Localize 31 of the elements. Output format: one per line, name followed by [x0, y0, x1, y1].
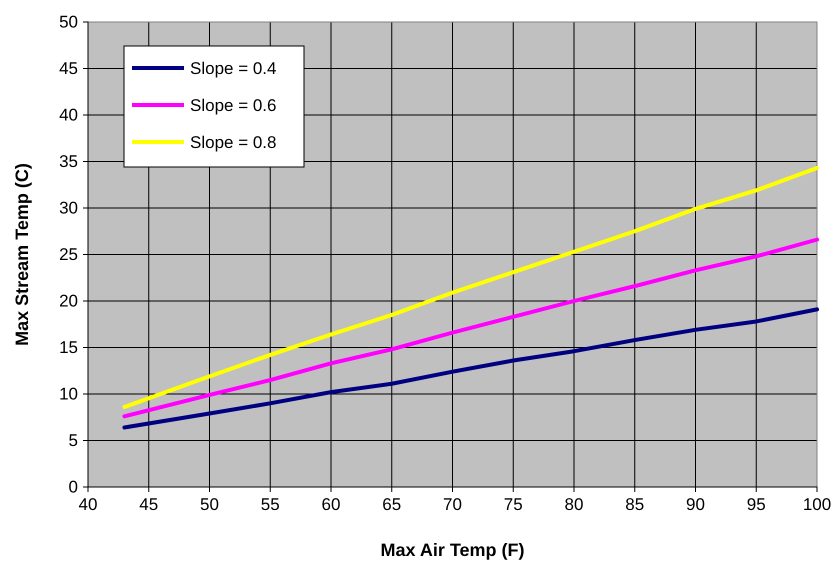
line-series: [122, 166, 819, 410]
legend-label: Slope = 0.4: [190, 59, 276, 78]
legend-label: Slope = 0.8: [190, 133, 276, 152]
x-axis-title: Max Air Temp (F): [380, 540, 525, 560]
y-tick-label: 5: [68, 430, 78, 450]
y-tick-label: 20: [59, 291, 78, 310]
y-tick-label: 0: [68, 477, 78, 496]
x-tick-label: 90: [686, 495, 705, 514]
x-tick-label: 55: [260, 495, 280, 514]
x-tick-label: 85: [625, 495, 644, 514]
y-tick-label: 35: [59, 152, 78, 171]
line-series: [122, 307, 819, 430]
x-tick-label: 45: [139, 495, 158, 514]
x-tick-label: 65: [382, 495, 402, 514]
y-axis-title: Max Stream Temp (C): [12, 163, 32, 346]
y-tick-label: 45: [59, 58, 78, 78]
y-tick-label: 40: [59, 105, 78, 124]
line-series: [122, 238, 819, 418]
x-tick-label: 70: [443, 495, 462, 514]
legend-label: Slope = 0.6: [190, 96, 276, 115]
x-tick-label: 100: [802, 495, 832, 514]
x-tick-label: 60: [322, 495, 340, 514]
y-tick-label: 30: [59, 198, 78, 218]
x-tick-label: 75: [504, 495, 523, 514]
y-tick-label: 50: [59, 12, 78, 32]
x-tick-label: 95: [746, 495, 766, 514]
y-tick-label: 10: [59, 384, 78, 404]
y-tick-label: 25: [59, 244, 78, 264]
x-tick-label: 50: [200, 495, 219, 514]
y-tick-label: 15: [59, 338, 78, 357]
x-tick-label: 80: [564, 495, 584, 514]
